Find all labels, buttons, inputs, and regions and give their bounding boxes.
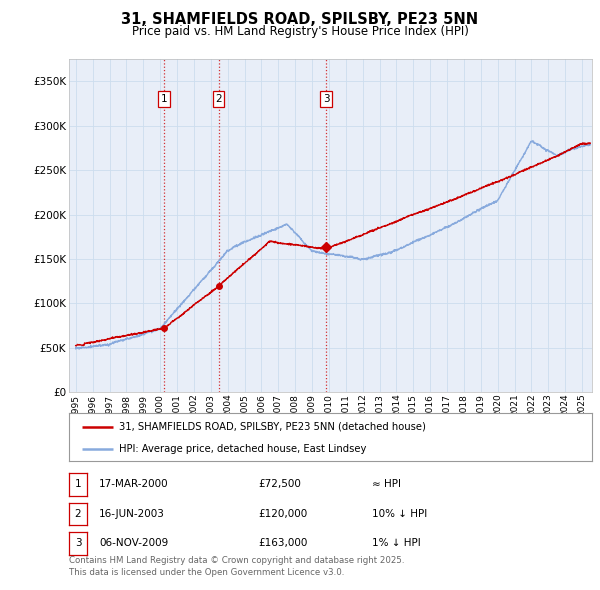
- Text: £163,000: £163,000: [258, 539, 307, 548]
- Text: 2: 2: [74, 509, 82, 519]
- Text: 1% ↓ HPI: 1% ↓ HPI: [372, 539, 421, 548]
- Text: 3: 3: [74, 539, 82, 548]
- Text: £72,500: £72,500: [258, 480, 301, 489]
- Text: ≈ HPI: ≈ HPI: [372, 480, 401, 489]
- Text: 31, SHAMFIELDS ROAD, SPILSBY, PE23 5NN (detached house): 31, SHAMFIELDS ROAD, SPILSBY, PE23 5NN (…: [119, 421, 425, 431]
- Text: 17-MAR-2000: 17-MAR-2000: [99, 480, 169, 489]
- Text: HPI: Average price, detached house, East Lindsey: HPI: Average price, detached house, East…: [119, 444, 366, 454]
- Text: 16-JUN-2003: 16-JUN-2003: [99, 509, 165, 519]
- Text: Price paid vs. HM Land Registry's House Price Index (HPI): Price paid vs. HM Land Registry's House …: [131, 25, 469, 38]
- Text: 10% ↓ HPI: 10% ↓ HPI: [372, 509, 427, 519]
- Text: 1: 1: [74, 480, 82, 489]
- Text: 2: 2: [215, 94, 222, 104]
- Text: Contains HM Land Registry data © Crown copyright and database right 2025.
This d: Contains HM Land Registry data © Crown c…: [69, 556, 404, 576]
- Text: 3: 3: [323, 94, 329, 104]
- Text: 31, SHAMFIELDS ROAD, SPILSBY, PE23 5NN: 31, SHAMFIELDS ROAD, SPILSBY, PE23 5NN: [121, 12, 479, 27]
- Text: 1: 1: [160, 94, 167, 104]
- Text: £120,000: £120,000: [258, 509, 307, 519]
- Text: 06-NOV-2009: 06-NOV-2009: [99, 539, 168, 548]
